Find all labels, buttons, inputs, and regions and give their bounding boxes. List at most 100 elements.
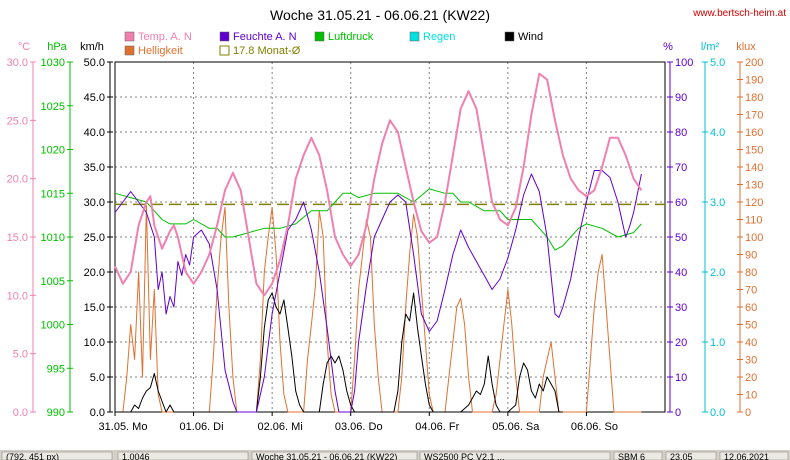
axis-unit-label: °C	[18, 41, 30, 53]
axis-unit-label: klux	[736, 41, 756, 53]
status-cell	[613, 451, 663, 460]
y-axis-tick-label: 10	[675, 372, 687, 384]
y-axis-tick-label: 5.0	[13, 349, 28, 361]
x-axis-tick-label: 06.06. So	[571, 421, 618, 433]
y-axis-tick-label: 35.0	[84, 162, 105, 174]
status-cell-text: 1.0046	[122, 452, 150, 460]
status-cell	[719, 451, 789, 460]
y-axis-tick-label: 30.0	[84, 197, 105, 209]
y-axis-tick-label: 130	[745, 180, 763, 192]
y-axis-tick-label: 190	[745, 75, 763, 87]
x-axis-labels: 31.05. Mo 01.06. Di 02.06. Mi 03.06. Do 04.0…	[99, 412, 618, 433]
y-axis-tick-label: 80	[745, 267, 757, 279]
y-axis-tick-label: 995	[47, 363, 65, 375]
legend-label: Regen	[423, 31, 455, 43]
series-luftdruck	[114, 188, 642, 251]
y-axis-tick-label: 1005	[41, 276, 65, 288]
y-axis-tick-label: 60	[675, 197, 687, 209]
status-cell	[419, 451, 611, 460]
y-axis-tick-label: 0.0	[13, 407, 28, 419]
y-axis-tick-label: 10.0	[84, 337, 105, 349]
y-axis-tick-label: 60	[745, 302, 757, 314]
status-cell	[665, 451, 717, 460]
y-axis-tick-label: 20.0	[84, 267, 105, 279]
axis-unit-label: km/h	[80, 41, 104, 53]
y-axis-tick-label: 25.0	[7, 115, 28, 127]
y-axis-tick-label: 1.0	[710, 337, 725, 349]
legend-swatch	[219, 45, 230, 56]
x-axis-tick-label: 05.06. Sa	[492, 421, 540, 433]
y-axis-tick-label: 10.0	[7, 290, 28, 302]
y-axis-tick-label: 40	[675, 267, 687, 279]
chart-title: Woche 31.05.21 - 06.06.21 (KW22)	[270, 7, 490, 23]
status-cell-text: WS2500 PC V2.1 ...	[424, 452, 505, 460]
y-axis-tick-label: 0.0	[710, 407, 725, 419]
y-axis-tick-label: 70	[745, 285, 757, 297]
y-axis-tick-label: 1020	[41, 145, 65, 157]
x-axis-tick-label: 01.06. Di	[180, 421, 224, 433]
y-axis-tick-label: 200	[745, 57, 763, 69]
status-cell-text: 12.06.2021	[724, 452, 769, 460]
y-axis-tick-label: 25.0	[84, 232, 105, 244]
y-axis-tick-label: 70	[675, 162, 687, 174]
x-axis-tick-label: 02.06. Mi	[258, 421, 303, 433]
y-axis-tick-label: 40.0	[84, 127, 105, 139]
source-link[interactable]: www.bertsch-heim.at	[692, 8, 786, 19]
legend-swatch	[409, 31, 420, 42]
x-axis-tick-label: 31.05. Mo	[99, 421, 148, 433]
y-axis-tick-label: 4.0	[710, 127, 725, 139]
status-cell	[1, 451, 113, 460]
axis-unit-label: l/m²	[701, 41, 720, 53]
y-axis-tick-label: 50	[675, 232, 687, 244]
status-cell-text: (792, 451 px)	[6, 452, 59, 460]
y-axis-tick-label: 1010	[41, 232, 65, 244]
legend-label: Feuchte A. N	[233, 31, 297, 43]
y-axis-tick-label: 2.0	[710, 267, 725, 279]
y-axis-tick-label: 80	[675, 127, 687, 139]
y-axis-tick-label: 15.0	[84, 302, 105, 314]
legend-label: Helligkeit	[138, 45, 183, 57]
y-axis-tick-label: 1025	[41, 101, 65, 113]
x-axis-tick-label: 04.06. Fr	[415, 421, 459, 433]
status-cell-text: Woche 31.05.21 - 06.06.21 (KW22)	[256, 452, 397, 460]
legend-swatch	[219, 31, 230, 42]
y-axis-tick-label: 1000	[41, 320, 65, 332]
y-axis-tick-label: 100	[675, 57, 693, 69]
legend-swatch	[124, 45, 135, 56]
y-axis-tick-label: 160	[745, 127, 763, 139]
y-axis-tick-label: 90	[745, 250, 757, 262]
status-bar: (792, 451 px) 1.0046 Woche 31.05.21 - 06.0…	[0, 450, 790, 460]
y-axis-tick-label: 140	[745, 162, 763, 174]
status-cell	[251, 451, 418, 460]
axis-unit-label: hPa	[47, 41, 67, 53]
series-helligkeit	[115, 205, 642, 413]
y-axis-tick-label: 180	[745, 92, 763, 104]
y-axis-tick-label: 40	[745, 337, 757, 349]
series-wind	[115, 292, 563, 413]
status-cell	[117, 451, 249, 460]
y-axis-tick-label: 170	[745, 110, 763, 122]
plot-area	[114, 72, 665, 413]
status-cell-text: SBM 6	[618, 452, 645, 460]
status-cell-text: 23.05	[670, 452, 693, 460]
y-axis-tick-label: 1015	[41, 188, 65, 200]
axis-unit-label: %	[663, 41, 673, 53]
y-axis-tick-label: 30	[745, 355, 757, 367]
legend-swatch	[124, 31, 135, 42]
y-axis-tick-label: 20	[745, 372, 757, 384]
legend: Temp. A. N Feuchte A. N Luftdruck Regen Wind…	[124, 31, 543, 57]
y-axis-tick-label: 990	[47, 407, 65, 419]
y-axis-tick-label: 50	[745, 320, 757, 332]
y-axis-tick-label: 90	[675, 92, 687, 104]
axes: °C hPa km/h% l/m² klux 30.0 25.0 20.0 15.0 10.0 5.…	[7, 41, 764, 419]
y-axis-tick-label: 110	[745, 215, 763, 227]
y-axis-tick-label: 0	[745, 407, 751, 419]
y-axis-tick-label: 0	[675, 407, 681, 419]
y-axis-tick-label: 5.0	[710, 57, 725, 69]
grid	[114, 61, 666, 413]
y-axis-tick-label: 0.0	[90, 407, 105, 419]
legend-label: Luftdruck	[328, 31, 374, 43]
y-axis-tick-label: 45.0	[84, 92, 105, 104]
